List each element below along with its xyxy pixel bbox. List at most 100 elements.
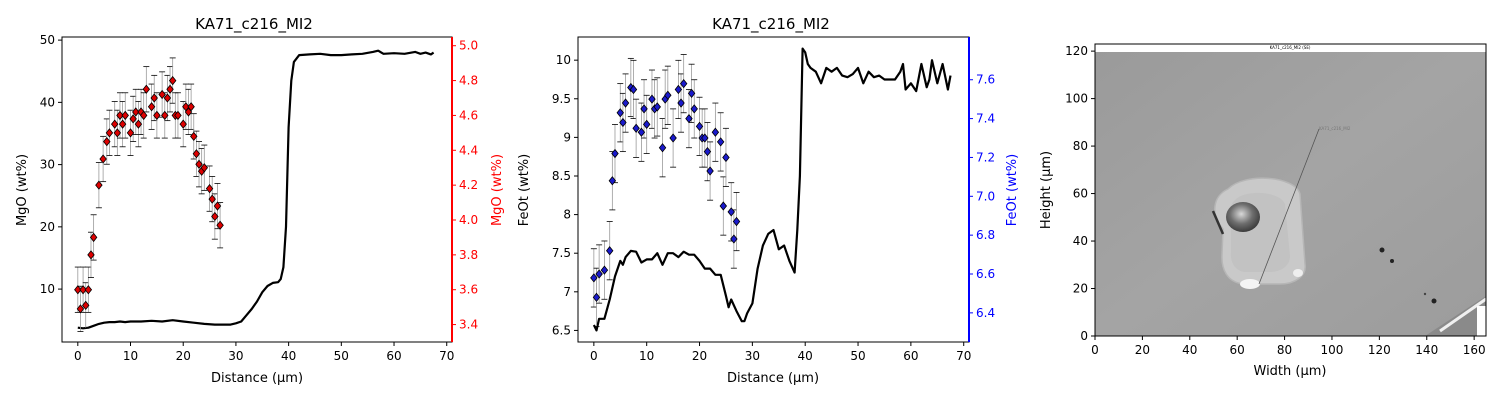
panel-1-title: KA71_c216_MI2	[195, 15, 313, 34]
dark-pore-3	[1431, 298, 1437, 304]
x-tick-label: 10	[123, 349, 138, 363]
data-point-diamond	[211, 211, 219, 222]
data-point-diamond	[153, 110, 161, 121]
mgo-profile-panel: KA71_c216_MI2 0 10 20 30 40 50 60 70 10 20 30 40 50…	[15, 15, 505, 386]
data-point-diamond	[648, 94, 656, 104]
y-tick-label: 40	[1073, 234, 1088, 248]
data-point-diamond	[82, 300, 90, 311]
data-point-diamond	[722, 152, 730, 163]
y-tick-label: 9.5	[552, 92, 571, 106]
data-point-diamond	[87, 250, 95, 260]
data-point-diamond	[619, 117, 627, 128]
x-tick-label: 60	[1230, 343, 1245, 357]
data-point-diamond	[166, 84, 174, 94]
x-tick-label: 20	[692, 349, 707, 363]
data-point-diamond	[158, 89, 166, 100]
data-point-diamond	[621, 98, 630, 108]
right-y-tick-label: 7.2	[976, 150, 995, 164]
data-point-diamond	[592, 292, 601, 302]
y-tick-label: 60	[1073, 187, 1088, 201]
x-tick-label: 80	[1277, 343, 1292, 357]
dark-pore-1	[1379, 247, 1385, 253]
data-point-diamond	[187, 102, 195, 112]
data-point-diamond	[690, 104, 698, 114]
data-point-diamond	[674, 84, 683, 95]
data-point-diamond	[653, 102, 661, 112]
data-point-diamond	[205, 183, 214, 194]
data-point-diamond	[139, 110, 148, 121]
y-tick-label: 100	[1065, 92, 1088, 106]
x-tick-label: 0	[74, 349, 82, 363]
dark-pore-2	[1390, 259, 1394, 263]
right-y-tick-label: 4.4	[459, 143, 478, 157]
x-tick-label: 40	[281, 349, 296, 363]
bright-spot-1	[1240, 279, 1260, 289]
right-y-tick-label: 4.0	[459, 213, 478, 227]
data-point-diamond	[605, 246, 614, 256]
feot-profile-panel: KA71_c216_MI2 0 10 20 30 40 50 60 70 6.5 7 7.5 8 8.…	[517, 15, 1020, 386]
data-point-diamond	[99, 154, 107, 164]
data-point-diamond	[711, 127, 720, 137]
feot-x-axis-label: Distance (µm)	[727, 371, 819, 386]
profile-line-label: KA71_c216_MI2	[1319, 126, 1351, 131]
y-tick-label: 8.5	[552, 169, 571, 183]
x-tick-label: 10	[639, 349, 654, 363]
profile-line	[1258, 128, 1320, 285]
right-y-tick-label: 7.6	[976, 73, 995, 87]
x-tick-label: 40	[1182, 343, 1197, 357]
data-point-diamond	[163, 93, 172, 103]
bright-spot-2	[1293, 269, 1303, 277]
x-tick-label: 140	[1415, 343, 1438, 357]
mgo-right-y-ticks: 3.4 3.6 3.8 4.0 4.2 4.4 4.6 4.8 5.0	[452, 39, 478, 332]
data-point-diamond	[716, 137, 725, 147]
dark-streak	[1211, 210, 1225, 235]
sem-y-axis-label: Height (µm)	[1039, 151, 1054, 229]
panel-2-title: KA71_c216_MI2	[712, 15, 830, 34]
data-point-diamond	[595, 269, 603, 279]
sem-x-ticks: 0 20 40 60 80 100 120 140 160	[1091, 336, 1486, 357]
data-point-diamond	[105, 128, 114, 138]
data-point-diamond	[685, 113, 693, 124]
data-point-diamond	[658, 143, 667, 153]
data-point-diamond	[161, 110, 169, 121]
data-point-diamond	[640, 104, 648, 114]
sem-image: KA71_c216_MI2 (SE) KA71_c216_MI2	[1095, 44, 1486, 336]
x-tick-label: 0	[590, 349, 598, 363]
right-y-tick-label: 7.4	[976, 112, 995, 126]
sem-image-panel: KA71_c216_MI2 (SE) KA71_c216_MI2 0 20 40 60…	[1039, 43, 1487, 379]
right-y-tick-label: 3.4	[459, 318, 478, 332]
mgo-plot-area	[74, 49, 435, 332]
data-point-diamond	[95, 180, 103, 190]
y-tick-label: 10	[40, 282, 55, 296]
mgo-y-ticks: 10 20 30 40 50	[40, 33, 62, 296]
profile-line-series	[77, 49, 435, 330]
y-tick-label: 7	[563, 285, 571, 299]
data-point-diamond	[142, 84, 151, 94]
dark-pore-4	[1423, 292, 1427, 296]
x-tick-label: 20	[176, 349, 191, 363]
mgo-axes-frame	[61, 36, 453, 343]
feot-y-ticks: 6.5 7 7.5 8 8.5 9 9.5 10	[552, 53, 578, 337]
mgo-right-y-axis-label: MgO (wt%)	[490, 154, 505, 226]
data-point-diamond	[132, 107, 140, 117]
data-point-diamond	[637, 127, 646, 137]
feot-plot-area	[590, 47, 952, 332]
mgo-x-ticks: 0 10 20 30 40 50 60 70	[74, 342, 454, 363]
y-tick-label: 80	[1073, 139, 1088, 153]
right-y-tick-label: 6.8	[976, 228, 995, 242]
x-tick-label: 50	[850, 349, 865, 363]
vapor-bubble	[1226, 202, 1260, 232]
y-tick-label: 50	[40, 33, 55, 47]
sem-y-ticks: 0 20 40 60 80 100 120	[1065, 44, 1095, 343]
data-point-diamond	[216, 220, 224, 230]
y-tick-label: 40	[40, 95, 55, 109]
data-point-diamond	[126, 128, 135, 138]
x-tick-label: 60	[903, 349, 918, 363]
data-point-diamond	[632, 123, 640, 133]
data-point-diamond	[121, 110, 129, 121]
bright-edge	[1439, 297, 1486, 333]
data-point-diamond	[687, 88, 696, 98]
data-point-diamond	[706, 166, 714, 176]
data-point-diamond	[669, 133, 677, 143]
data-point-diamond	[730, 234, 738, 244]
